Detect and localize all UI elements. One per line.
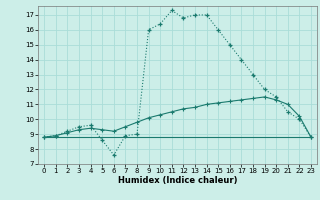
X-axis label: Humidex (Indice chaleur): Humidex (Indice chaleur) — [118, 176, 237, 185]
